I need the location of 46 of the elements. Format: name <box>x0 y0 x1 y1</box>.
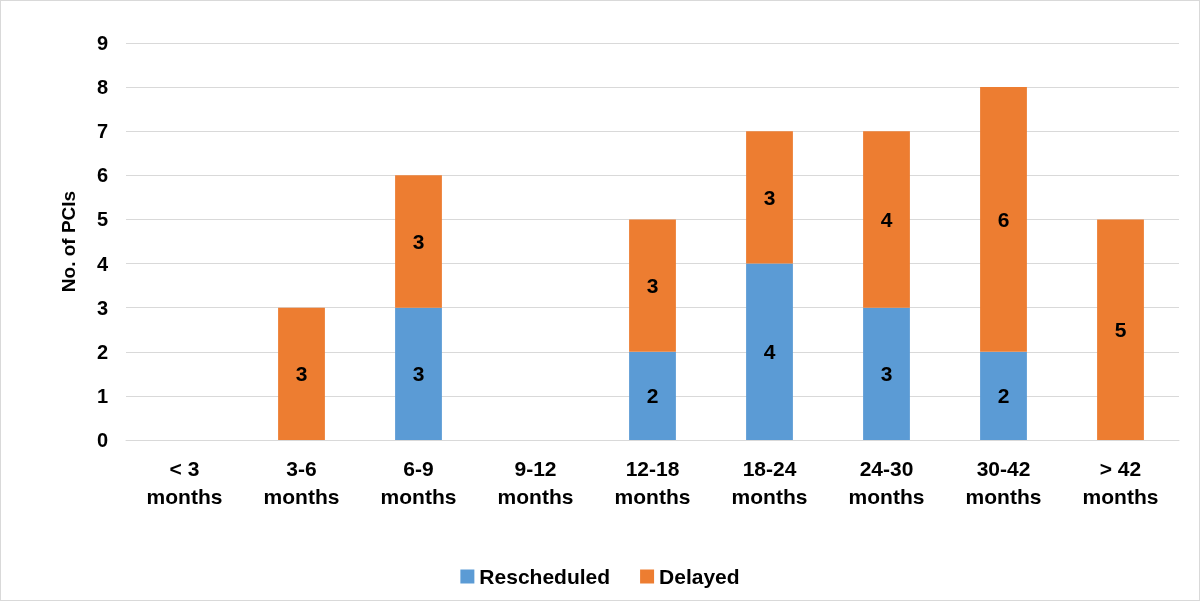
y-tick-label: 0 <box>96 429 108 451</box>
data-label: 3 <box>763 185 776 209</box>
bar <box>395 175 442 308</box>
bar <box>746 263 793 440</box>
data-label: 3 <box>295 362 308 386</box>
x-tick-label: 12-18 months <box>614 456 691 508</box>
bar <box>629 219 676 352</box>
data-label: 6 <box>997 207 1010 231</box>
y-tick-label: 7 <box>96 120 108 143</box>
x-tick-label: 9-12 months <box>497 456 574 508</box>
data-label: 5 <box>1114 318 1127 342</box>
data-label: 4 <box>880 207 893 231</box>
y-tick-label: 6 <box>96 164 108 187</box>
bar <box>278 307 325 440</box>
data-label: 3 <box>880 362 893 386</box>
bar <box>629 351 676 440</box>
x-tick-label: 30-42 months <box>965 456 1042 508</box>
bar <box>980 87 1027 352</box>
x-tick-label: 18-24 months <box>731 456 808 508</box>
bar <box>1097 219 1144 440</box>
y-tick-label: 5 <box>96 208 108 231</box>
data-label: 2 <box>997 384 1010 408</box>
y-tick-label: 9 <box>96 32 108 54</box>
y-tick-label: 8 <box>96 76 108 99</box>
data-label: 3 <box>412 230 425 253</box>
data-label: 3 <box>646 274 659 298</box>
bar <box>395 307 442 440</box>
x-tick-label: 6-9 months <box>380 456 457 508</box>
x-tick-label: > 42 months <box>1082 456 1159 508</box>
bar <box>863 131 910 308</box>
y-tick-label: 3 <box>96 296 108 319</box>
legend-label: Rescheduled <box>479 565 611 588</box>
data-label: 4 <box>763 340 776 364</box>
y-tick-label: 4 <box>96 252 109 275</box>
bar <box>863 307 910 440</box>
x-tick-label: 3-6 months <box>263 456 340 508</box>
bar <box>980 351 1027 440</box>
legend-label: Delayed <box>659 565 740 588</box>
y-tick-label: 1 <box>96 384 108 407</box>
y-axis-title: No. of PCIs <box>58 190 79 293</box>
data-label: 3 <box>412 362 425 386</box>
x-tick-label: < 3 months <box>146 456 223 508</box>
x-tick-label: 24-30 months <box>848 456 925 508</box>
data-label: 2 <box>646 384 659 408</box>
bar <box>746 131 793 264</box>
y-tick-label: 2 <box>96 340 108 363</box>
